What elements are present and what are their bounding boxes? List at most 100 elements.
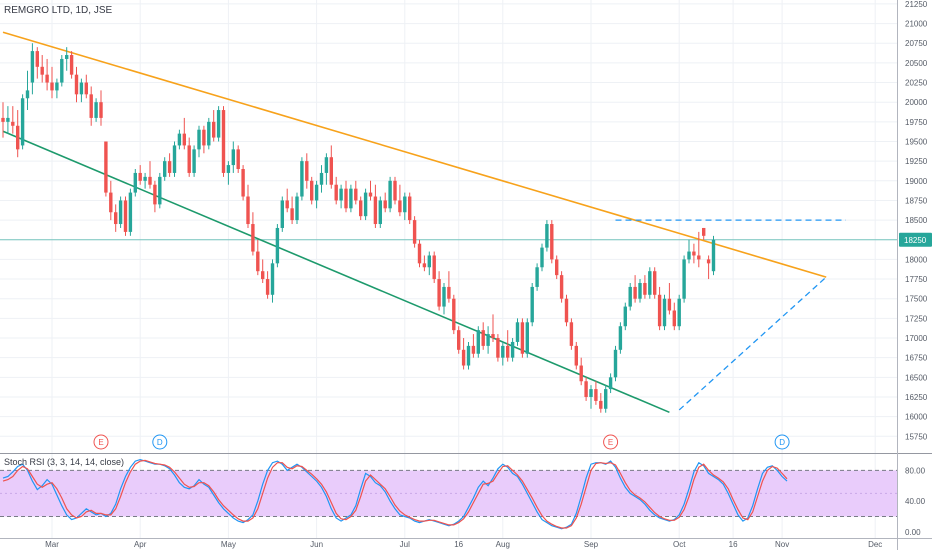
candle-body <box>427 255 431 268</box>
candle-body <box>300 161 304 197</box>
candle-body <box>515 322 520 342</box>
candle-body <box>226 165 231 173</box>
price-axis-tick-label: 16250 <box>905 393 928 402</box>
candle-body <box>618 326 623 350</box>
candle-body <box>359 200 363 217</box>
rsi-axis-tick-label: 40.00 <box>905 497 926 506</box>
rsi-band-layer <box>0 469 897 517</box>
candle-body <box>187 145 191 173</box>
candle-body <box>393 180 397 201</box>
candle-body <box>422 263 427 268</box>
candle-body <box>182 133 186 146</box>
candle-body <box>452 298 456 331</box>
event-marker-circle <box>774 434 790 450</box>
candle-body <box>344 188 348 209</box>
candle-body <box>349 188 353 209</box>
price-axis-tick-label: 18500 <box>905 216 928 225</box>
candle-body <box>123 200 128 232</box>
rsi-band-fill <box>0 470 897 517</box>
candle-body <box>378 200 382 225</box>
candle-body <box>148 176 152 185</box>
event-marker-label: D <box>779 438 785 447</box>
candle-body <box>496 338 500 358</box>
candle-body <box>447 286 451 299</box>
candle-body <box>677 298 681 327</box>
candle-body <box>653 271 657 295</box>
candle-body <box>501 345 505 358</box>
candle-body <box>69 55 74 75</box>
time-axis-tick-label: Nov <box>775 540 789 549</box>
event-marker-label: E <box>98 438 103 447</box>
candle-body <box>520 322 525 354</box>
candle-body <box>55 82 59 91</box>
candle-body <box>555 259 559 276</box>
candle-body <box>486 334 490 346</box>
candle-body <box>604 389 608 409</box>
candle-body <box>339 188 343 201</box>
candle-body <box>706 259 711 264</box>
candle-body <box>466 345 471 366</box>
candle-body <box>711 239 716 272</box>
candle-body <box>241 169 245 197</box>
stoch-rsi-line-red <box>2 459 788 529</box>
event-marker-circle <box>603 434 619 450</box>
candle-body <box>687 251 691 260</box>
last-price-tag-label: 18250 <box>904 236 927 245</box>
candle-body <box>251 224 255 252</box>
candle-body <box>118 200 123 225</box>
candle-body <box>403 196 407 213</box>
candle-body <box>207 121 211 146</box>
price-axis-tick-label: 18750 <box>905 196 928 205</box>
candle-body <box>692 251 696 256</box>
candle-body <box>481 330 485 346</box>
price-axis-tick-label: 17000 <box>905 334 928 343</box>
candle-body <box>314 184 319 201</box>
event-marker-circle <box>93 434 109 450</box>
candle-body <box>138 172 142 181</box>
candle-body <box>476 330 480 354</box>
candle-body <box>6 117 10 122</box>
candle-body <box>236 149 240 170</box>
candle-body <box>697 255 701 260</box>
price-axis-tick-label: 16000 <box>905 413 928 422</box>
candle-body <box>672 310 676 327</box>
candle-body <box>133 172 137 193</box>
trendline-rising-support <box>678 276 827 411</box>
candle-body <box>408 196 412 221</box>
price-axis-tick-label: 20750 <box>905 39 928 48</box>
price-axis-tick-label: 21250 <box>905 0 928 9</box>
candle-body <box>354 188 358 201</box>
event-marker-circle <box>152 434 168 450</box>
candle-body <box>295 196 299 221</box>
candle-body <box>197 129 201 150</box>
candle-body <box>437 279 441 307</box>
candle-body <box>417 243 422 264</box>
price-axis-tick-label: 17250 <box>905 314 928 323</box>
time-axis-tick-label: May <box>221 540 236 549</box>
candle-body <box>109 192 113 213</box>
candle-body <box>177 133 182 146</box>
candle-body <box>310 180 314 201</box>
time-axis-tick-label: Sep <box>584 540 599 549</box>
candle-body <box>589 389 593 397</box>
candle-body <box>305 161 309 181</box>
candle-body <box>104 141 108 193</box>
time-axis-tick-label: Oct <box>673 540 686 549</box>
candle-body <box>50 82 54 91</box>
candle-body <box>457 330 461 350</box>
price-axis-tick-label: 20000 <box>905 98 928 107</box>
candle-body <box>368 192 373 197</box>
trendline-layer <box>0 31 897 414</box>
candle-body <box>89 94 93 118</box>
price-axis-tick-label: 16500 <box>905 373 928 382</box>
trendline-upper-resistance <box>2 31 827 278</box>
candle-body <box>221 110 226 173</box>
candle-body <box>143 176 147 181</box>
price-axis-tick-label: 21000 <box>905 20 928 29</box>
candle-body <box>608 377 613 390</box>
candle-body <box>594 389 598 401</box>
candle-body <box>550 224 554 260</box>
candle-body <box>319 172 324 185</box>
candle-body <box>623 306 627 327</box>
